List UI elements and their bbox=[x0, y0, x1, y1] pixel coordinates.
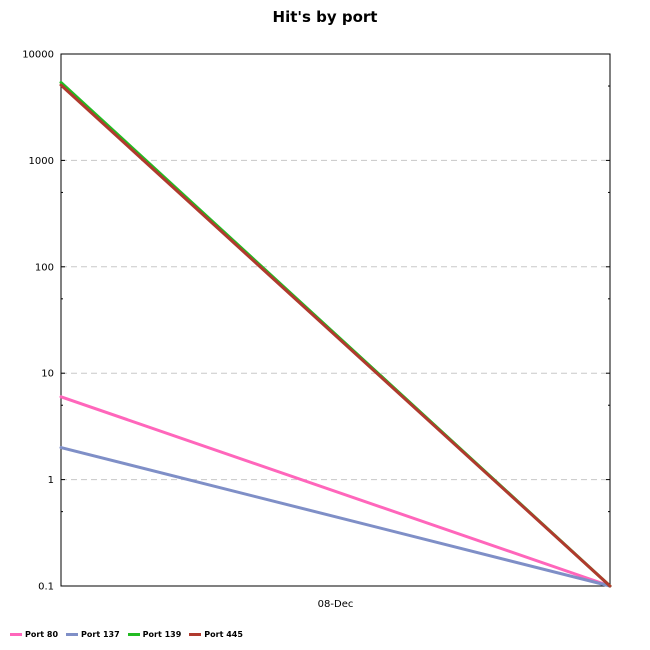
series-line-port-80 bbox=[59, 395, 612, 588]
legend-label: Port 80 bbox=[25, 630, 59, 639]
series-line-port-445 bbox=[59, 83, 612, 588]
plot-frame bbox=[60, 53, 611, 587]
legend-label: Port 137 bbox=[81, 630, 120, 639]
y-tick-label: 1000 bbox=[29, 156, 54, 167]
y-tick-label: 0.1 bbox=[38, 582, 54, 593]
legend-swatch bbox=[10, 633, 22, 636]
legend-swatch bbox=[66, 633, 79, 636]
legend-swatch bbox=[189, 633, 202, 636]
legend-item: Port 80 bbox=[10, 630, 58, 639]
chart-title: Hit's by port bbox=[272, 8, 378, 26]
y-tick-label: 100 bbox=[35, 262, 54, 273]
grid-layer bbox=[61, 159, 610, 481]
series-line-port-137 bbox=[59, 446, 612, 588]
y-tick-label: 10000 bbox=[22, 50, 54, 61]
series-layer bbox=[59, 80, 612, 588]
legend-item: Port 137 bbox=[66, 630, 120, 639]
y-tick-label: 10 bbox=[41, 369, 54, 380]
legend-item: Port 445 bbox=[189, 630, 243, 639]
legend-label: Port 139 bbox=[142, 630, 182, 639]
legend: Port 80 Port 137 Port 139 Port 445 bbox=[10, 630, 243, 639]
x-tick-label: 08-Dec bbox=[318, 599, 354, 610]
y-tick-label: 1 bbox=[48, 475, 54, 486]
legend-item: Port 139 bbox=[127, 630, 182, 639]
legend-swatch bbox=[127, 633, 140, 636]
legend-label: Port 445 bbox=[204, 630, 243, 639]
x-axis: 08-Dec bbox=[318, 599, 354, 610]
